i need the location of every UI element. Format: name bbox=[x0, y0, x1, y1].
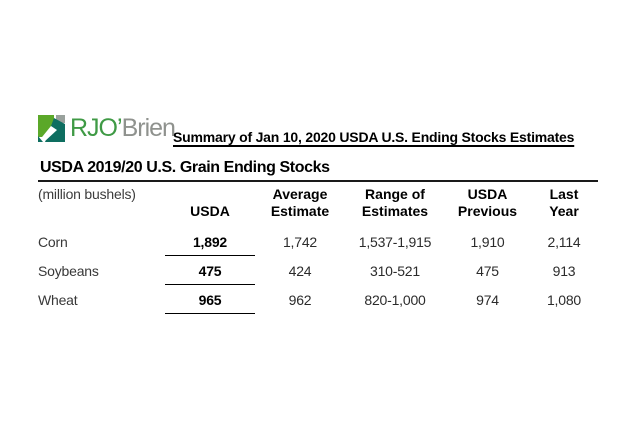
commodity-label: Soybeans bbox=[38, 262, 99, 279]
rjobrien-logo-icon bbox=[38, 115, 65, 142]
table-row-corn: Corn 1,892 1,742 1,537-1,915 1,910 2,114 bbox=[38, 227, 598, 256]
usda-previous-value: 974 bbox=[476, 291, 499, 308]
usda-value: 475 bbox=[165, 258, 255, 285]
usda-previous-value: 1,910 bbox=[470, 233, 505, 250]
table-header-row: (million bushels) USDA Average Estimate … bbox=[38, 186, 598, 220]
table-row-wheat: Wheat 965 962 820-1,000 974 1,080 bbox=[38, 285, 598, 314]
brand-wordmark-secondary: Brien bbox=[121, 114, 176, 142]
column-header-usda: USDA bbox=[190, 203, 230, 219]
range-of-estimates-value: 1,537-1,915 bbox=[358, 233, 432, 250]
average-estimate-value: 962 bbox=[288, 291, 312, 308]
range-of-estimates-value: 310-521 bbox=[370, 262, 420, 279]
unit-note: (million bushels) bbox=[38, 186, 136, 202]
usda-value: 1,892 bbox=[165, 229, 255, 256]
brand-wordmark-primary: RJO’ bbox=[70, 114, 123, 142]
column-header-range-of-estimates: Range of Estimates bbox=[361, 186, 429, 219]
average-estimate-value: 424 bbox=[288, 262, 312, 279]
usda-value: 965 bbox=[165, 287, 255, 314]
column-header-last-year: Last Year bbox=[549, 186, 579, 219]
average-estimate-value: 1,742 bbox=[282, 233, 318, 250]
table-body: Corn 1,892 1,742 1,537-1,915 1,910 2,114… bbox=[38, 227, 598, 314]
range-of-estimates-value: 820-1,000 bbox=[364, 291, 426, 308]
commodity-label: Corn bbox=[38, 233, 68, 250]
brand-wordmark: RJO’Brien bbox=[70, 114, 176, 142]
grain-ending-stocks-table: (million bushels) USDA Average Estimate … bbox=[38, 186, 598, 314]
table-section-title: USDA 2019/20 U.S. Grain Ending Stocks bbox=[40, 159, 330, 176]
last-year-value: 913 bbox=[552, 262, 576, 279]
brand-logo: RJO’Brien bbox=[38, 114, 176, 142]
section-divider bbox=[38, 180, 598, 182]
report-title: Summary of Jan 10, 2020 USDA U.S. Ending… bbox=[173, 129, 575, 145]
column-header-average-estimate: Average Estimate bbox=[270, 186, 330, 219]
last-year-value: 2,114 bbox=[547, 233, 581, 250]
usda-previous-value: 475 bbox=[476, 262, 499, 279]
table-row-soybeans: Soybeans 475 424 310-521 475 913 bbox=[38, 256, 598, 285]
last-year-value: 1,080 bbox=[546, 291, 582, 308]
commodity-label: Wheat bbox=[38, 291, 78, 308]
column-header-usda-previous: USDA Previous bbox=[457, 186, 518, 219]
